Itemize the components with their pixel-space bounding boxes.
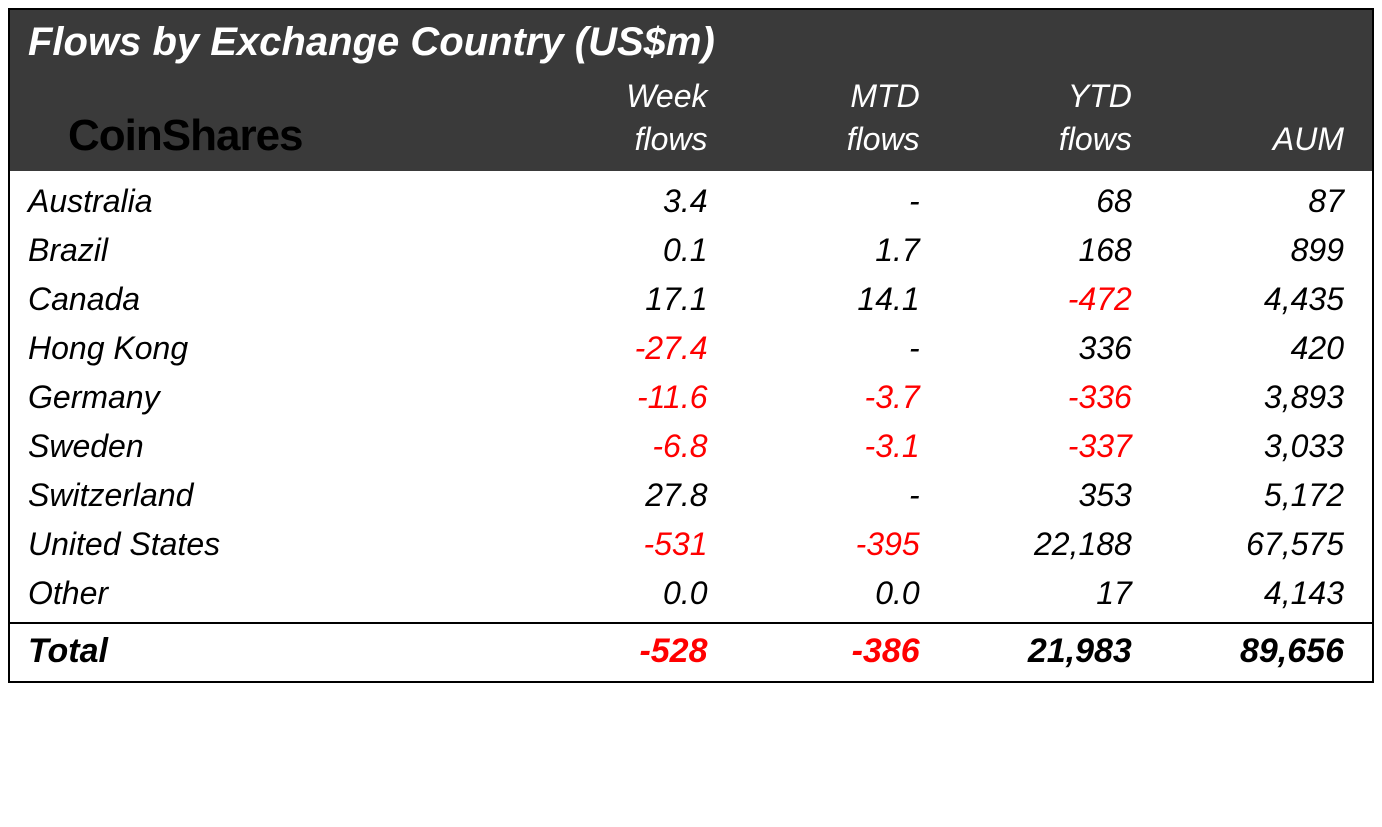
col-head-mtd-line2: flows [847,118,920,161]
total-label: Total [28,632,505,671]
brand-logo-text: CoinShares [28,111,303,161]
col-head-ytd-line1: YTD [1068,75,1132,118]
cell-country: Switzerland [28,477,505,514]
cell-country: United States [28,526,505,563]
cell-ytd: 68 [930,183,1142,220]
cell-country: Canada [28,281,505,318]
col-head-aum-line2: AUM [1273,118,1344,161]
cell-aum: 420 [1142,330,1354,367]
col-head-ytd: YTD flows [930,75,1142,161]
cell-country: Germany [28,379,505,416]
table-row: Brazil0.11.7168899 [10,226,1372,275]
cell-ytd: 336 [930,330,1142,367]
title-row: Flows by Exchange Country (US$m) [10,10,1372,71]
cell-ytd: -337 [930,428,1142,465]
table-row: Canada17.114.1-4724,435 [10,275,1372,324]
col-head-mtd-line1: MTD [850,75,919,118]
cell-mtd: 0.0 [718,575,930,612]
table-header: Flows by Exchange Country (US$m) CoinSha… [10,10,1372,171]
table-row: Sweden-6.8-3.1-3373,033 [10,422,1372,471]
table-row: Australia3.4-6887 [10,177,1372,226]
col-head-ytd-line2: flows [1059,118,1132,161]
cell-ytd: -472 [930,281,1142,318]
cell-country: Other [28,575,505,612]
cell-aum: 5,172 [1142,477,1354,514]
cell-ytd: 17 [930,575,1142,612]
col-head-week-line1: Week [626,75,707,118]
cell-mtd: - [718,477,930,514]
cell-aum: 899 [1142,232,1354,269]
total-week: -528 [505,632,717,671]
col-head-week-line2: flows [635,118,708,161]
cell-week: 0.0 [505,575,717,612]
table-row: Other0.00.0174,143 [10,569,1372,618]
cell-week: -531 [505,526,717,563]
cell-aum: 4,143 [1142,575,1354,612]
cell-aum: 67,575 [1142,526,1354,563]
cell-country: Sweden [28,428,505,465]
cell-mtd: - [718,183,930,220]
table-row: Switzerland27.8-3535,172 [10,471,1372,520]
brand-cell: CoinShares [28,111,505,161]
cell-ytd: -336 [930,379,1142,416]
cell-country: Australia [28,183,505,220]
table-body: Australia3.4-6887Brazil0.11.7168899Canad… [10,171,1372,618]
cell-mtd: -3.1 [718,428,930,465]
cell-mtd: - [718,330,930,367]
cell-week: 3.4 [505,183,717,220]
cell-country: Brazil [28,232,505,269]
table-row: Hong Kong-27.4-336420 [10,324,1372,373]
table-title: Flows by Exchange Country (US$m) [28,20,1354,65]
cell-mtd: -395 [718,526,930,563]
cell-ytd: 168 [930,232,1142,269]
total-row: Total -528 -386 21,983 89,656 [10,624,1372,681]
total-ytd: 21,983 [930,632,1142,671]
cell-mtd: -3.7 [718,379,930,416]
col-head-aum: AUM [1142,118,1354,161]
cell-mtd: 1.7 [718,232,930,269]
cell-week: -27.4 [505,330,717,367]
cell-week: 0.1 [505,232,717,269]
table-row: United States-531-39522,18867,575 [10,520,1372,569]
cell-ytd: 353 [930,477,1142,514]
cell-country: Hong Kong [28,330,505,367]
cell-week: 27.8 [505,477,717,514]
cell-aum: 3,893 [1142,379,1354,416]
table-row: Germany-11.6-3.7-3363,893 [10,373,1372,422]
cell-aum: 4,435 [1142,281,1354,318]
col-head-mtd: MTD flows [718,75,930,161]
cell-aum: 87 [1142,183,1354,220]
cell-week: -6.8 [505,428,717,465]
col-head-week: Week flows [505,75,717,161]
flows-table: Flows by Exchange Country (US$m) CoinSha… [8,8,1374,683]
cell-week: 17.1 [505,281,717,318]
cell-mtd: 14.1 [718,281,930,318]
column-headers-row: CoinShares Week flows MTD flows YTD flow… [10,71,1372,171]
cell-aum: 3,033 [1142,428,1354,465]
total-aum: 89,656 [1142,632,1354,671]
total-mtd: -386 [718,632,930,671]
cell-ytd: 22,188 [930,526,1142,563]
cell-week: -11.6 [505,379,717,416]
